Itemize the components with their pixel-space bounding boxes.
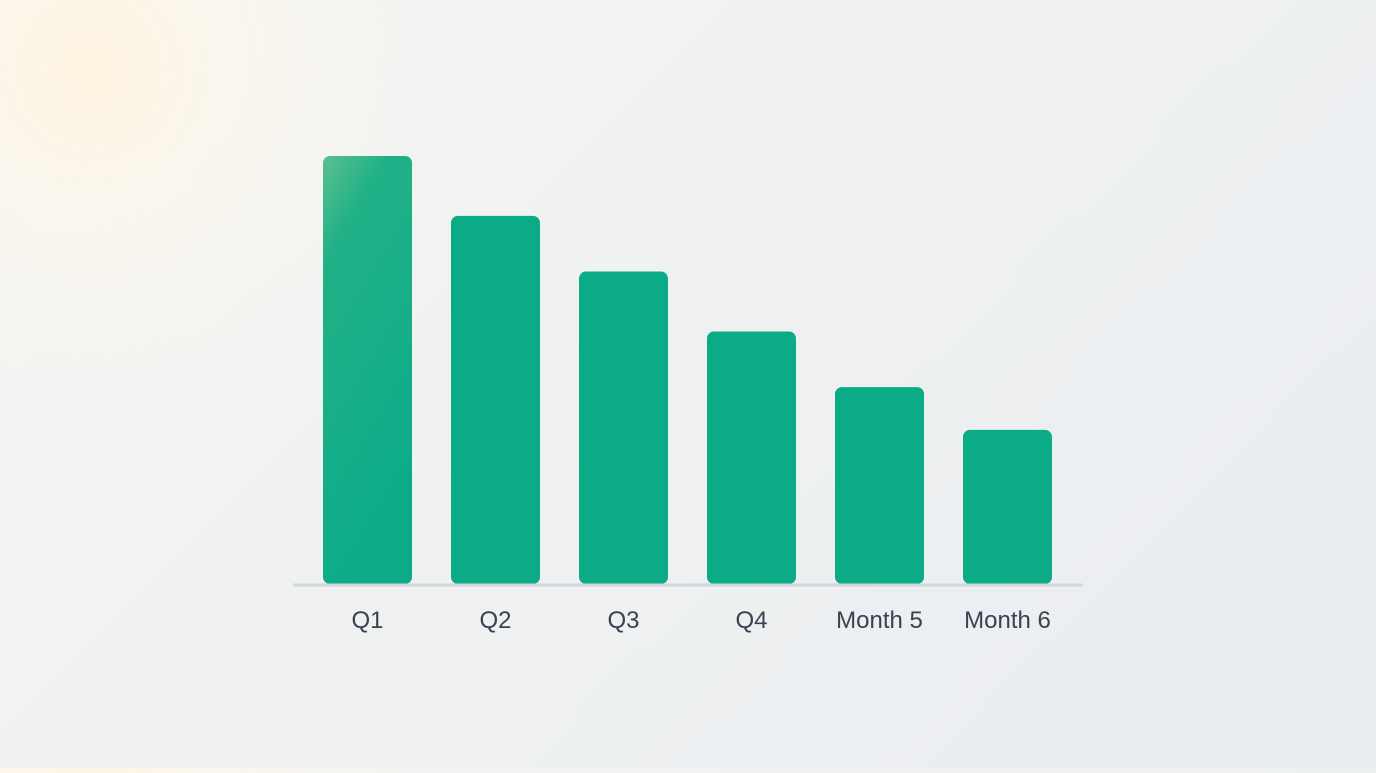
bar-q3 xyxy=(579,271,668,584)
x-tick-label: Month 5 xyxy=(836,607,923,634)
x-tick-label: Q4 xyxy=(735,607,767,634)
x-tick-label: Q2 xyxy=(479,607,511,634)
x-tick-label: Q1 xyxy=(351,607,383,634)
bar-month-5 xyxy=(835,387,924,584)
x-tick-label: Q3 xyxy=(607,607,639,634)
bar-month-6 xyxy=(963,429,1052,584)
x-tick-labels: Q1 Q2 Q3 Q4 Month 5 Month 6 xyxy=(351,607,1050,634)
bar-q2 xyxy=(451,215,540,585)
bar-q4 xyxy=(707,331,796,584)
x-tick-label: Month 6 xyxy=(964,607,1051,634)
bar-q1 xyxy=(323,156,412,584)
bars-layer xyxy=(323,156,1052,585)
